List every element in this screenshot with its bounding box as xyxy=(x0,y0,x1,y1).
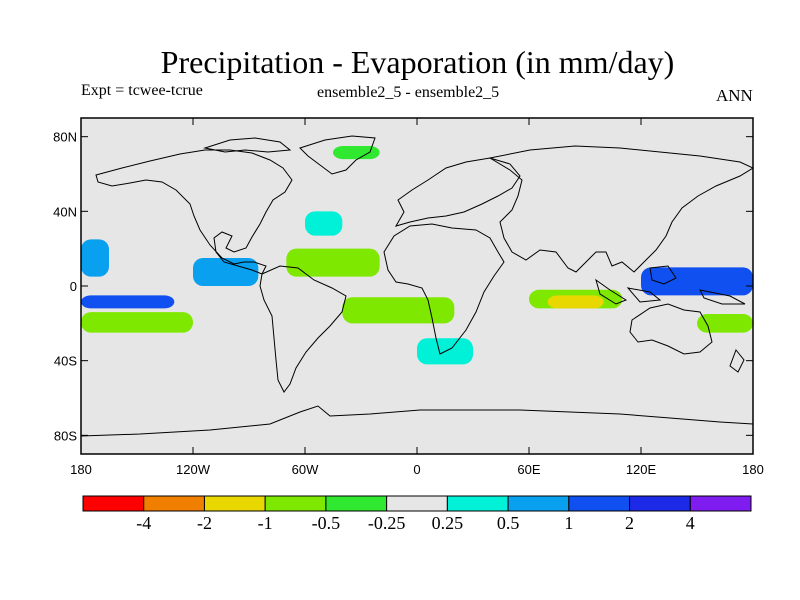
colorbar-swatch-5 xyxy=(386,495,448,512)
x-tick-label-6: 180 xyxy=(742,462,764,477)
contour-region-4 xyxy=(286,248,380,277)
contour-fill-layer xyxy=(81,146,753,365)
colorbar-swatch-7 xyxy=(507,495,570,512)
colorbar-swatch-4 xyxy=(325,495,388,512)
contour-region-3 xyxy=(193,258,259,286)
coastline-australia xyxy=(629,303,713,355)
coastline-layer xyxy=(81,135,753,437)
x-tick-label-2: 60W xyxy=(292,462,319,477)
coastline-europe xyxy=(394,157,521,227)
y-tick-label-4: 80S xyxy=(54,428,77,443)
contour-region-6 xyxy=(342,297,455,324)
season-label: ANN xyxy=(716,86,753,105)
coastline-south-america xyxy=(259,265,347,393)
y-axis: 80N 40N 0 40S 80S xyxy=(53,130,753,443)
chart-title: Precipitation - Evaporation (in mm/day) xyxy=(160,44,675,80)
coastline-arctic-islands xyxy=(203,137,292,153)
contour-region-2 xyxy=(81,312,193,333)
coastline-africa xyxy=(383,223,505,355)
coastline-greenland xyxy=(299,135,376,175)
colorbar-swatch-1 xyxy=(143,495,205,512)
contour-region-5 xyxy=(305,211,343,236)
colorbar-label-4: -0.25 xyxy=(368,513,406,533)
coastline-asia xyxy=(488,145,753,273)
colorbar-label-6: 0.5 xyxy=(497,513,520,533)
contour-region-8 xyxy=(547,295,604,309)
colorbar-label-2: -1 xyxy=(258,513,273,533)
colorbar-swatch-0 xyxy=(82,495,145,512)
x-tick-label-0: 180 xyxy=(70,462,92,477)
ensemble-label: ensemble2_5 - ensemble2_5 xyxy=(317,84,500,101)
y-tick-label-1: 40N xyxy=(53,204,77,219)
coastline-maritime-continent xyxy=(595,265,746,305)
colorbar-swatch-6 xyxy=(446,495,509,512)
coastline-antarctica xyxy=(81,405,753,437)
coastline-north-america xyxy=(95,149,293,275)
colorbar-swatch-8 xyxy=(568,495,631,512)
colorbar-label-5: 0.25 xyxy=(432,513,464,533)
colorbar-swatch-9 xyxy=(629,495,691,512)
colorbar-label-8: 2 xyxy=(625,513,634,533)
colorbar-label-9: 4 xyxy=(686,513,695,533)
x-tick-label-5: 120E xyxy=(626,462,657,477)
x-axis: 180 120W 60W 0 60E 120E 180 xyxy=(70,118,764,477)
x-tick-label-1: 120W xyxy=(176,462,211,477)
contour-region-12 xyxy=(333,146,380,160)
y-tick-label-0: 80N xyxy=(53,130,77,145)
colorbar-label-3: -0.5 xyxy=(312,513,341,533)
colorbar-swatch-3 xyxy=(264,495,327,512)
map-background xyxy=(81,118,753,454)
colorbar-label-0: -4 xyxy=(136,513,151,533)
colorbar-swatch-2 xyxy=(203,495,266,512)
colorbar: -4 -2 -1 -0.5 -0.25 0.25 0.5 1 2 4 xyxy=(82,495,752,533)
colorbar-label-7: 1 xyxy=(564,513,573,533)
y-tick-label-2: 0 xyxy=(70,279,77,294)
colorbar-swatch-10 xyxy=(689,495,752,512)
colorbar-label-1: -2 xyxy=(197,513,212,533)
y-tick-label-3: 40S xyxy=(54,354,77,369)
coastline-new-zealand xyxy=(729,349,745,373)
x-tick-label-3: 0 xyxy=(413,462,420,477)
experiment-label: Expt = tcwee-tcrue xyxy=(81,82,203,99)
x-tick-label-4: 60E xyxy=(517,462,540,477)
contour-region-10 xyxy=(697,314,753,333)
contour-region-0 xyxy=(81,239,109,277)
contour-region-1 xyxy=(81,295,175,309)
contour-region-9 xyxy=(641,267,753,296)
